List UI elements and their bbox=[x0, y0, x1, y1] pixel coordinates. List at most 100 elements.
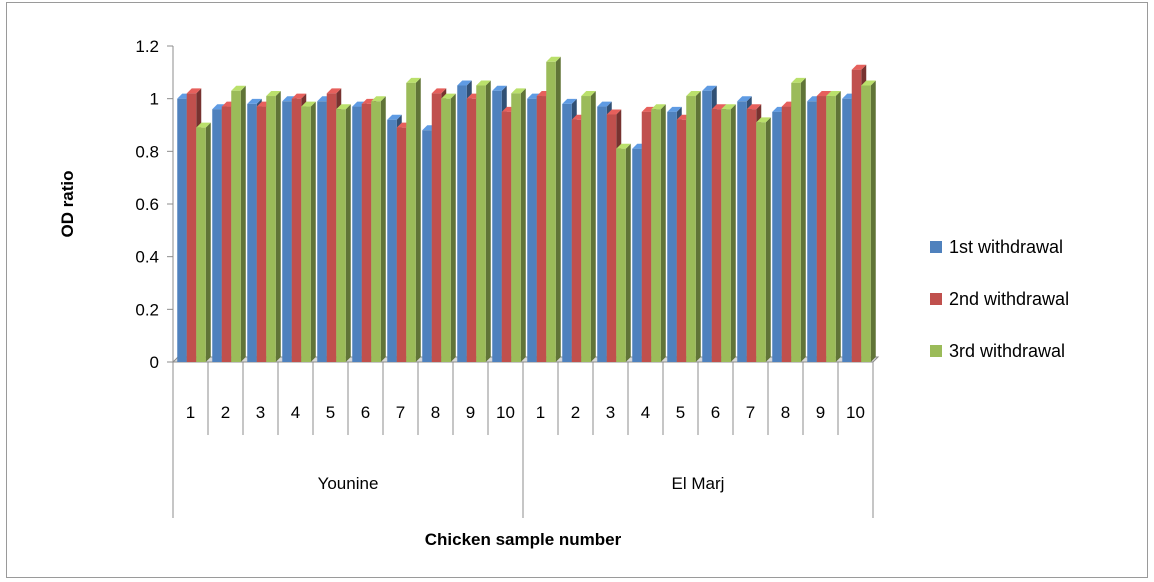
y-tick-label: 1.2 bbox=[135, 37, 159, 56]
bar bbox=[177, 98, 187, 363]
bar bbox=[291, 98, 302, 363]
bar bbox=[492, 90, 502, 363]
x-tick-label: 2 bbox=[571, 403, 580, 422]
bar-top bbox=[492, 85, 507, 91]
bar-top bbox=[791, 77, 806, 83]
bar-top bbox=[387, 114, 402, 120]
bar bbox=[196, 127, 206, 362]
bar-side bbox=[870, 80, 876, 362]
y-tick-label: 0.6 bbox=[135, 195, 159, 214]
bar bbox=[406, 82, 416, 362]
bar-top bbox=[816, 91, 832, 97]
legend-label: 2nd withdrawal bbox=[949, 289, 1069, 309]
bar bbox=[422, 130, 432, 362]
x-tick-label: 6 bbox=[711, 403, 720, 422]
bar bbox=[431, 93, 442, 363]
bar bbox=[616, 148, 626, 362]
bar-side bbox=[660, 104, 666, 362]
bar-top bbox=[476, 80, 491, 86]
bar-top bbox=[851, 64, 867, 70]
bar bbox=[686, 96, 696, 363]
bar-top bbox=[336, 104, 351, 110]
bar bbox=[457, 85, 467, 362]
bar bbox=[581, 96, 591, 363]
bar bbox=[301, 106, 311, 362]
bar bbox=[772, 111, 782, 362]
x-tick-label: 7 bbox=[746, 403, 755, 422]
bar-side bbox=[765, 117, 771, 362]
bar-side bbox=[520, 88, 526, 363]
y-axis-title: OD ratio bbox=[58, 170, 77, 237]
bar-top bbox=[186, 88, 202, 94]
bar-top bbox=[441, 93, 456, 99]
bar bbox=[667, 111, 677, 362]
legend-label: 3rd withdrawal bbox=[949, 341, 1065, 361]
bar-side bbox=[555, 56, 561, 363]
y-tick-label: 0.4 bbox=[135, 248, 159, 267]
x-tick-label: 8 bbox=[781, 403, 790, 422]
x-tick-label: 9 bbox=[816, 403, 825, 422]
bar-top bbox=[651, 104, 666, 110]
bar-top bbox=[581, 91, 596, 97]
bar-top bbox=[721, 104, 736, 110]
bar-side bbox=[450, 93, 456, 363]
bar bbox=[352, 106, 362, 362]
y-tick-label: 1 bbox=[150, 90, 159, 109]
x-axis-title: Chicken sample number bbox=[425, 530, 622, 549]
bar-side bbox=[730, 104, 736, 362]
legend-swatch bbox=[930, 345, 942, 357]
bar-top bbox=[686, 91, 701, 97]
x-tick-label: 10 bbox=[496, 403, 515, 422]
bar-top bbox=[616, 143, 631, 149]
bar bbox=[807, 101, 817, 363]
y-tick-label: 0.2 bbox=[135, 300, 159, 319]
bar bbox=[842, 98, 852, 363]
x-tick-label: 7 bbox=[396, 403, 405, 422]
bar-top bbox=[326, 88, 342, 94]
bar bbox=[221, 106, 232, 362]
bar bbox=[546, 61, 556, 363]
bar-top bbox=[266, 91, 281, 97]
bar bbox=[371, 101, 381, 363]
bar-top bbox=[406, 77, 421, 83]
bar bbox=[791, 82, 801, 362]
bar bbox=[527, 98, 537, 363]
x-tick-label: 4 bbox=[291, 403, 300, 422]
bar bbox=[326, 93, 337, 363]
x-tick-label: 3 bbox=[256, 403, 265, 422]
bar bbox=[651, 109, 661, 362]
bar bbox=[606, 114, 617, 362]
bar-side bbox=[625, 143, 631, 362]
bar bbox=[247, 103, 257, 362]
group-label: El Marj bbox=[672, 474, 725, 493]
bar bbox=[282, 101, 292, 363]
bar-side bbox=[415, 77, 421, 362]
bar bbox=[562, 103, 572, 362]
bar bbox=[466, 98, 477, 363]
bar-side bbox=[380, 96, 386, 363]
bar bbox=[317, 101, 327, 363]
legend-label: 1st withdrawal bbox=[949, 237, 1063, 257]
x-tick-label: 5 bbox=[676, 403, 685, 422]
bar bbox=[816, 96, 827, 363]
bar bbox=[441, 98, 451, 363]
y-tick-label: 0.8 bbox=[135, 142, 159, 161]
bar-top bbox=[667, 106, 682, 112]
bar bbox=[387, 119, 397, 362]
group-label: Younine bbox=[318, 474, 379, 493]
bar-top bbox=[457, 80, 472, 86]
x-tick-label: 1 bbox=[186, 403, 195, 422]
x-tick-label: 1 bbox=[536, 403, 545, 422]
bar bbox=[597, 106, 607, 362]
bar-side bbox=[485, 80, 491, 362]
bar-top bbox=[546, 56, 561, 62]
bar-top bbox=[737, 96, 752, 102]
bar-side bbox=[310, 101, 316, 363]
bar bbox=[861, 85, 871, 362]
x-tick-label: 8 bbox=[431, 403, 440, 422]
bar bbox=[641, 111, 652, 362]
bar-side bbox=[835, 91, 841, 363]
bar-side bbox=[590, 91, 596, 363]
bar-top bbox=[606, 109, 622, 115]
chart-frame: 0 0.2 0.4 0.6 0.8 1 1.2 1 2 3 4 5 6 7 8 9 10 1 2 3 4 5 6 7 8 9 10 Y… bbox=[6, 2, 1148, 578]
